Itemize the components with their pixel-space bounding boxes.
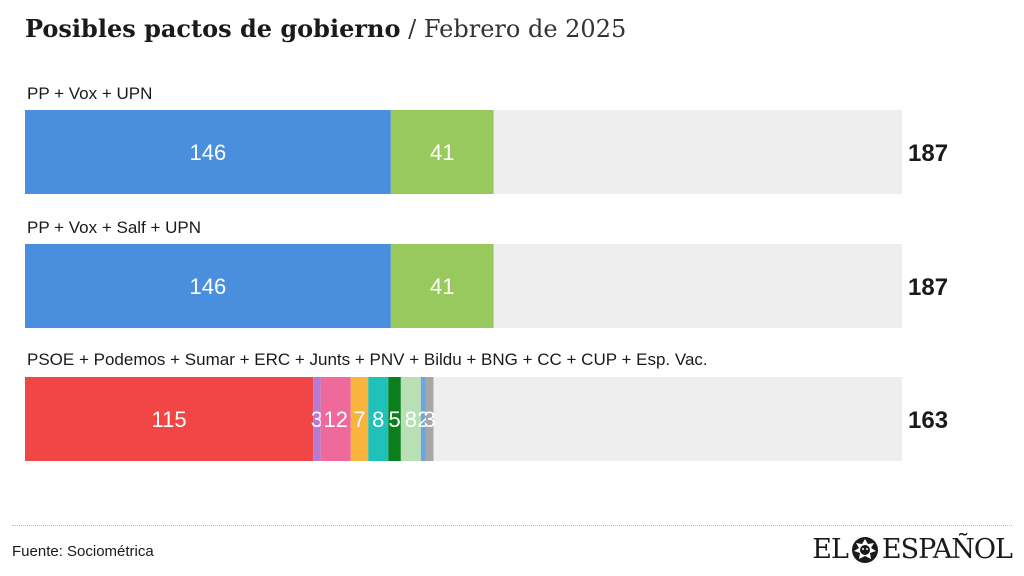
segment-value-label: 41 xyxy=(430,274,454,299)
row-label: PP + Vox + Salf + UPN xyxy=(27,218,201,237)
segment-value-label: 146 xyxy=(190,140,227,165)
row-label: PSOE + Podemos + Sumar + ERC + Junts + P… xyxy=(27,350,708,369)
segment-value-label: 5 xyxy=(388,407,400,432)
bar-segment xyxy=(368,377,389,461)
row-total: 187 xyxy=(908,274,948,301)
source-note: Fuente: Sociométrica xyxy=(12,543,154,560)
bar-segment xyxy=(350,377,369,461)
bar-segment xyxy=(390,110,494,194)
segment-value-label: 3 xyxy=(424,407,436,432)
chart-title: Posibles pactos de gobierno / Febrero de… xyxy=(25,14,626,43)
segment-value-label: 8 xyxy=(372,407,384,432)
title-separator: / xyxy=(408,15,417,43)
stacked-bar-chart: PP + Vox + UPN 146 41 187 PP + Vox + Salf + … xyxy=(25,84,948,461)
bar-segment xyxy=(25,110,391,194)
segment-value-label: 115 xyxy=(152,407,187,432)
segment-value-label: 3 xyxy=(311,407,323,432)
footer-divider xyxy=(12,525,1012,526)
brand-logo: EL ESPAÑOL xyxy=(812,534,1013,565)
title-main: Posibles pactos de gobierno xyxy=(25,14,401,43)
brand-left: EL xyxy=(812,534,849,565)
segment-value-label: 41 xyxy=(430,140,454,165)
segment-value-label: 12 xyxy=(323,407,347,432)
segment-value-label: 7 xyxy=(353,407,365,432)
lion-head-icon xyxy=(851,536,878,563)
bar-segment xyxy=(320,377,351,461)
title-date: Febrero de 2025 xyxy=(423,15,627,43)
bar-segment xyxy=(400,377,421,461)
segment-value-label: 146 xyxy=(190,274,227,299)
row-total: 187 xyxy=(908,140,948,167)
bar-segment xyxy=(420,377,426,461)
bar-segment xyxy=(313,377,321,461)
segment-value-label: 8 xyxy=(405,407,417,432)
bar-segment xyxy=(425,377,434,461)
bar-segment xyxy=(25,377,314,461)
bar-segment xyxy=(388,377,401,461)
brand-right: ESPAÑOL xyxy=(881,534,1013,565)
row-total: 163 xyxy=(908,407,948,434)
bar-segment xyxy=(25,244,391,328)
row-label: PP + Vox + UPN xyxy=(27,84,152,103)
bar-segment xyxy=(390,244,494,328)
